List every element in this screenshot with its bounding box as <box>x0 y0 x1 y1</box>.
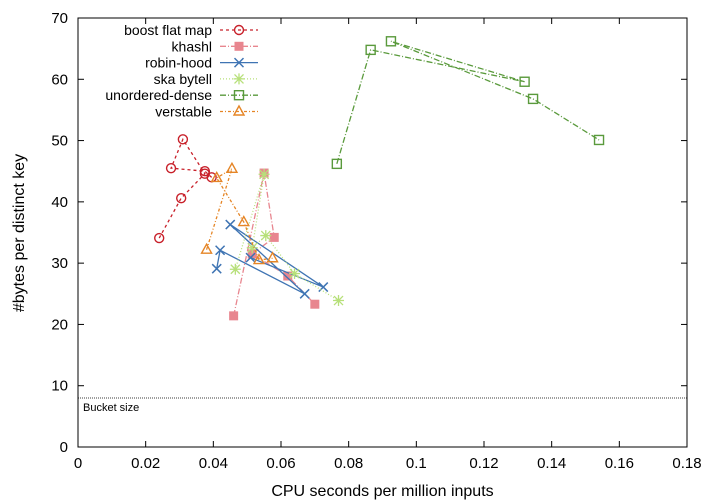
y-tick-label: 0 <box>60 439 68 456</box>
x-tick-label: 0.08 <box>334 455 363 472</box>
legend-entry: robin-hood <box>145 55 258 71</box>
x-tick-label: 0 <box>74 455 82 472</box>
series-robin-hood <box>211 219 329 299</box>
y-tick-label: 60 <box>51 71 68 88</box>
x-tick-label: 0.18 <box>672 455 701 472</box>
data-point <box>527 93 539 105</box>
data-point <box>365 44 376 56</box>
legend-marker <box>232 104 246 116</box>
data-point <box>245 252 256 263</box>
data-point <box>266 251 279 263</box>
series-line <box>336 40 600 165</box>
data-point <box>153 232 165 244</box>
plot-frame <box>77 17 688 448</box>
data-point <box>246 242 258 254</box>
data-point <box>289 268 301 280</box>
data-point <box>199 166 211 177</box>
legend-marker <box>233 89 245 101</box>
legend-label: unordered-dense <box>105 87 212 103</box>
data-point <box>175 192 187 204</box>
data-point <box>333 295 345 307</box>
legend-entry: khashl <box>172 38 258 54</box>
data-point <box>519 76 530 87</box>
data-point <box>177 134 189 145</box>
data-point <box>318 282 329 293</box>
data-point <box>252 253 266 265</box>
data-point <box>215 245 226 256</box>
y-tick-label: 20 <box>51 316 68 333</box>
legend-marker <box>234 41 244 51</box>
data-point <box>210 171 223 183</box>
data-point <box>229 263 241 275</box>
plot-area <box>78 36 687 399</box>
x-tick-label: 0.12 <box>469 455 498 472</box>
data-point <box>225 219 236 230</box>
series-unordered-dense <box>331 36 605 170</box>
legend-entry: verstable <box>155 104 258 120</box>
y-axis-title: #bytes per distinct key <box>11 154 28 312</box>
legend-marker <box>233 24 245 36</box>
legend-label: robin-hood <box>145 55 212 71</box>
legend-label: ska bytell <box>154 71 212 87</box>
y-tick-label: 30 <box>51 255 68 272</box>
data-point <box>225 161 239 173</box>
y-tick-label: 10 <box>51 378 68 395</box>
series-line <box>216 223 324 295</box>
data-point <box>385 36 397 47</box>
y-tick-label: 70 <box>51 10 68 27</box>
data-point <box>247 249 257 259</box>
data-point <box>331 158 343 170</box>
data-point <box>283 271 293 281</box>
data-point <box>260 230 272 242</box>
series-line <box>158 137 213 239</box>
y-tick-label: 40 <box>51 194 68 211</box>
legend-label: boost flat map <box>124 22 212 38</box>
data-point <box>269 232 279 242</box>
data-point <box>310 299 320 309</box>
x-tick-label: 0.14 <box>537 455 566 472</box>
data-point <box>593 134 605 146</box>
legend-entry: ska bytell <box>154 71 258 87</box>
x-tick-label: 0.06 <box>266 455 295 472</box>
series-boost-flat-map <box>153 134 217 244</box>
data-point <box>258 168 270 180</box>
data-point <box>237 215 250 227</box>
x-tick-label: 0.04 <box>199 455 228 472</box>
series-khashl <box>229 168 320 321</box>
data-point <box>165 162 177 174</box>
legend-marker <box>233 73 245 85</box>
legend-entry: boost flat map <box>124 22 258 38</box>
x-tick-label: 0.1 <box>406 455 427 472</box>
y-tick-label: 50 <box>51 133 68 150</box>
reference-line-label: Bucket size <box>83 402 139 414</box>
legend-entry: unordered-dense <box>105 87 258 103</box>
data-point <box>200 242 213 254</box>
series-verstable <box>200 161 279 265</box>
x-tick-label: 0.16 <box>605 455 634 472</box>
data-point <box>211 263 222 274</box>
legend-label: verstable <box>155 104 212 120</box>
data-point <box>229 311 239 321</box>
x-tick-label: 0.02 <box>131 455 160 472</box>
axes: 0 0.02 0.04 0.06 0.08 0.1 0.12 0.14 0.16 0.18 0 10 2… <box>51 10 701 472</box>
legend-label: khashl <box>172 38 212 54</box>
data-point <box>299 288 310 299</box>
series-ska-bytell <box>229 168 345 307</box>
series-line <box>232 172 316 316</box>
x-axis-title: CPU seconds per million inputs <box>271 483 493 500</box>
legend-marker <box>233 57 245 68</box>
